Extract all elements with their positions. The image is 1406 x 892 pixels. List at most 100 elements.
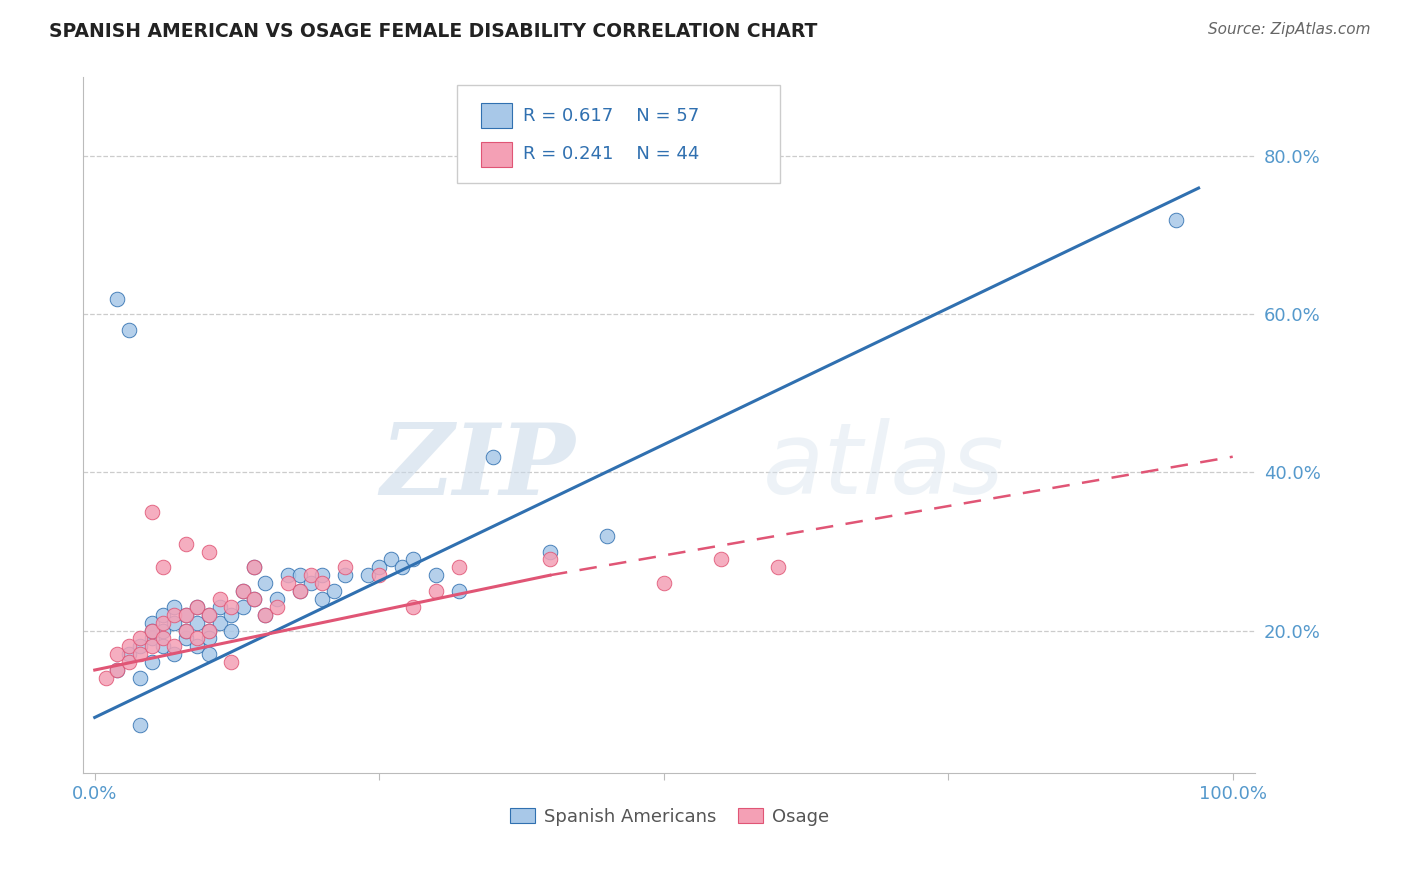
Point [299,576,322,591]
Point [288,584,311,599]
Point [447,560,470,574]
Point [163,615,186,630]
Point [232,584,254,599]
Point [232,584,254,599]
Point [197,607,219,622]
Text: SPANISH AMERICAN VS OSAGE FEMALE DISABILITY CORRELATION CHART: SPANISH AMERICAN VS OSAGE FEMALE DISABIL… [49,22,817,41]
Point [197,632,219,646]
Point [322,584,344,599]
Point [174,607,197,622]
Point [208,591,231,606]
Text: R = 0.241    N = 44: R = 0.241 N = 44 [523,145,699,163]
Point [129,632,152,646]
Point [221,624,243,638]
Point [197,607,219,622]
Point [402,552,425,566]
Point [288,584,311,599]
Point [197,647,219,661]
Point [152,607,174,622]
Point [197,624,219,638]
Point [368,560,391,574]
Point [710,552,733,566]
Point [277,576,299,591]
Point [186,632,208,646]
Point [163,599,186,614]
Point [107,292,129,306]
Point [129,647,152,661]
Point [266,599,288,614]
Legend: Spanish Americans, Osage: Spanish Americans, Osage [502,801,837,833]
Point [254,607,277,622]
Point [174,536,197,550]
Point [141,655,163,669]
Point [107,663,129,677]
Point [174,607,197,622]
Point [186,615,208,630]
Point [174,624,197,638]
Point [221,655,243,669]
Point [299,568,322,582]
Point [243,591,266,606]
Point [333,560,356,574]
Point [266,591,288,606]
Point [197,544,219,558]
Point [152,632,174,646]
Point [288,568,311,582]
Point [380,552,402,566]
Point [186,640,208,654]
Point [402,599,425,614]
Point [141,624,163,638]
Point [118,655,141,669]
Point [141,640,163,654]
Point [197,624,219,638]
Point [174,624,197,638]
Point [107,663,129,677]
Text: Source: ZipAtlas.com: Source: ZipAtlas.com [1208,22,1371,37]
Point [208,615,231,630]
Point [766,560,789,574]
Point [141,615,163,630]
Point [1164,212,1187,227]
Point [425,584,447,599]
Text: ZIP: ZIP [381,418,575,515]
Point [186,599,208,614]
Point [118,640,141,654]
Point [141,624,163,638]
Point [311,576,333,591]
Point [221,607,243,622]
Point [163,607,186,622]
Point [333,568,356,582]
Point [221,599,243,614]
Point [152,615,174,630]
Point [538,544,561,558]
Point [163,640,186,654]
Point [94,671,117,685]
Point [174,632,197,646]
Point [118,323,141,337]
Point [311,568,333,582]
Point [152,640,174,654]
Point [152,624,174,638]
Point [652,576,675,591]
Point [129,718,152,732]
Point [118,647,141,661]
Point [141,505,163,519]
Point [391,560,413,574]
Point [129,671,152,685]
Point [243,560,266,574]
Point [277,568,299,582]
Point [208,599,231,614]
Point [596,529,619,543]
Point [186,599,208,614]
Point [357,568,380,582]
Point [368,568,391,582]
Point [311,591,333,606]
Point [243,560,266,574]
Point [141,632,163,646]
Point [538,552,561,566]
Point [425,568,447,582]
Point [129,640,152,654]
Point [232,599,254,614]
Point [447,584,470,599]
Point [243,591,266,606]
